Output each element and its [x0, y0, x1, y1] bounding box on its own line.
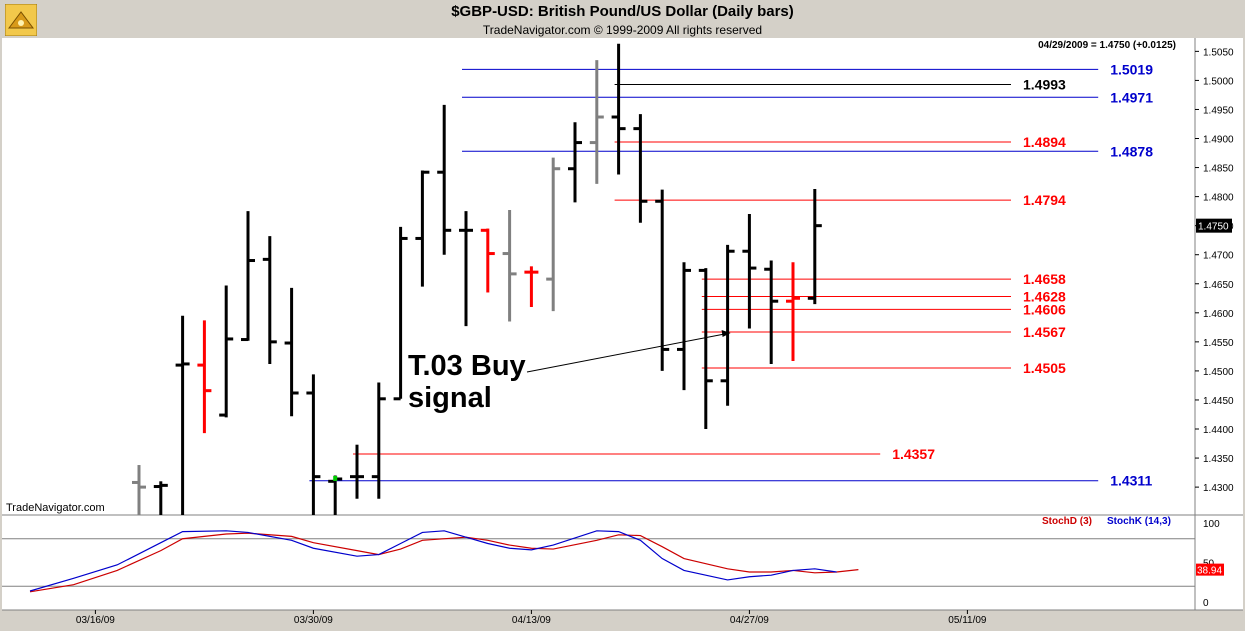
quote-line: 04/29/2009 = 1.4750 (+0.0125): [1038, 40, 1176, 51]
stoch-tick-label: 100: [1203, 519, 1220, 530]
date-tick-label: 03/16/09: [76, 615, 115, 626]
last-price-label: 1.4750: [1198, 222, 1229, 233]
date-tick-label: 05/11/09: [948, 615, 987, 626]
stoch-line: [29, 530, 837, 592]
stoch-legend-k: StochK (14,3): [1107, 516, 1171, 527]
price-tick-label: 1.4350: [1203, 454, 1234, 465]
price-tick-label: 1.4900: [1203, 135, 1234, 146]
level-label: 1.4628: [1023, 289, 1066, 305]
annotation-line1: T.03 Buy: [408, 350, 526, 382]
annotation-line2: signal: [408, 382, 492, 414]
watermark-text: TradeNavigator.com: [6, 502, 105, 514]
level-label: 1.4894: [1023, 134, 1066, 150]
date-tick-label: 04/13/09: [512, 615, 551, 626]
date-tick-label: 04/27/09: [730, 615, 769, 626]
trade-navigator-logo-icon: [5, 4, 37, 36]
date-axis-panel: [2, 610, 1243, 629]
stochastic-indicator: 100500StochD (3)StochK (14,3)38.94: [2, 516, 1224, 609]
level-label: 1.4971: [1110, 89, 1153, 105]
level-label: 1.4505: [1023, 360, 1066, 376]
level-label: 1.5019: [1110, 61, 1153, 77]
level-label: 1.4878: [1110, 143, 1153, 159]
price-tick-label: 1.5050: [1203, 47, 1234, 58]
chart-subtitle: TradeNavigator.com © 1999-2009 All right…: [482, 23, 763, 37]
price-tick-label: 1.4850: [1203, 164, 1234, 175]
chart-title: $GBP-USD: British Pound/US Dollar (Daily…: [451, 3, 794, 20]
indicator-panel[interactable]: [2, 515, 1195, 610]
level-label: 1.4658: [1023, 271, 1066, 287]
date-tick-label: 03/30/09: [294, 615, 333, 626]
stoch-tick-label: 0: [1203, 598, 1209, 609]
stoch-last-box: [1196, 563, 1224, 576]
level-label: 1.4606: [1023, 301, 1066, 317]
last-price-box: [1196, 218, 1232, 233]
level-label: 1.4311: [1110, 473, 1152, 489]
price-tick-label: 1.4700: [1203, 251, 1234, 262]
annotation-arrow: [526, 333, 725, 373]
level-label: 1.4993: [1023, 76, 1066, 92]
price-tick-label: 1.4400: [1203, 425, 1234, 436]
price-panel[interactable]: [2, 38, 1195, 515]
price-axis-panel: [1195, 38, 1243, 515]
date-axis: 03/16/09 03/30/09 04/13/09 04/27/09 05/11/09: [76, 610, 987, 626]
price-tick-label: 1.4600: [1203, 309, 1234, 320]
level-label: 1.4567: [1023, 324, 1066, 340]
indicator-axis-panel: [1195, 515, 1243, 610]
price-tick-label: 1.4300: [1203, 483, 1234, 494]
ohlc-bars: [132, 43, 822, 515]
price-tick-label: 1.4550: [1203, 338, 1234, 349]
signal-dot: [333, 475, 338, 481]
price-tick-label: 1.4650: [1203, 280, 1234, 291]
stoch-legend-d: StochD (3): [1042, 516, 1092, 527]
stoch-line: [29, 532, 859, 593]
price-tick-label: 1.4950: [1203, 105, 1234, 116]
annotation-arrowhead: [721, 329, 731, 337]
level-label: 1.4357: [892, 446, 935, 462]
price-tick-label: 1.4450: [1203, 396, 1234, 407]
price-tick-label: 1.5000: [1203, 76, 1234, 87]
level-label: 1.4794: [1023, 192, 1066, 208]
level-lines: 1.5019 1.4993 1.4971 1.4894 1.4878 1.4794 1.46…: [309, 61, 1153, 489]
price-tick-label: 1.4500: [1203, 367, 1234, 378]
price-tick-label: 1.4800: [1203, 193, 1234, 204]
stoch-last-label: 38.94: [1197, 566, 1222, 577]
price-axis: 1.5050 1.5000 1.4950 1.4900 1.4850 1.4800 1.47…: [1195, 47, 1234, 494]
